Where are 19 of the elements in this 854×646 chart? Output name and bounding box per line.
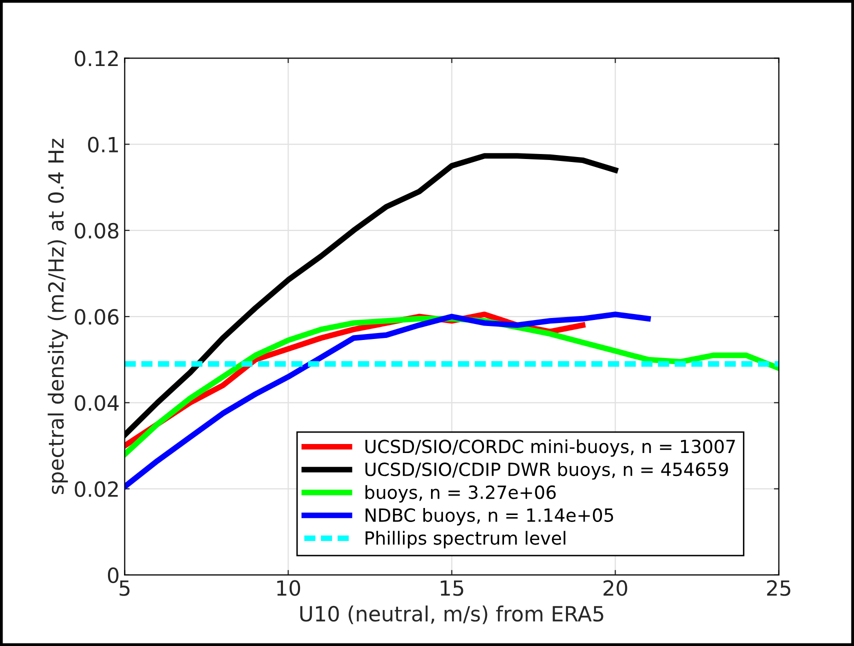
x-tick-label: 5 [120, 580, 130, 596]
legend-label: NDBC buoys, n = 1.14e+05 [366, 508, 614, 526]
y-tick-label: 0.04 [74, 395, 119, 411]
y-tick-label: 0.02 [74, 481, 118, 498]
y-tick-label: 0.06 [74, 308, 119, 325]
y-tick-label: 0.1 [88, 136, 118, 152]
x-tick-label: 10 [277, 580, 300, 596]
x-axis-title: U10 (neutral, m/s) from ERA5 [300, 606, 604, 624]
x-tick-label: 20 [604, 580, 628, 596]
y-tick-label: 0.08 [74, 222, 118, 239]
legend-label: buoys, n = 3.27e+06 [366, 485, 556, 503]
legend-label: Phillips spectrum level [366, 530, 566, 548]
y-tick-label: 0.12 [74, 50, 118, 66]
legend-label: UCSD/SIO/CDIP DWR buoys, n = 454659 [365, 462, 728, 480]
x-tick-label: 15 [440, 580, 464, 596]
legend-label: UCSD/SIO/CORDC mini-buoys, n = 13007 [365, 439, 735, 457]
x-tick-label: 25 [767, 580, 790, 596]
y-tick-label: 0 [108, 567, 118, 584]
y-axis-title: spectral density (m2/Hz) at 0.4 Hz [48, 138, 68, 494]
